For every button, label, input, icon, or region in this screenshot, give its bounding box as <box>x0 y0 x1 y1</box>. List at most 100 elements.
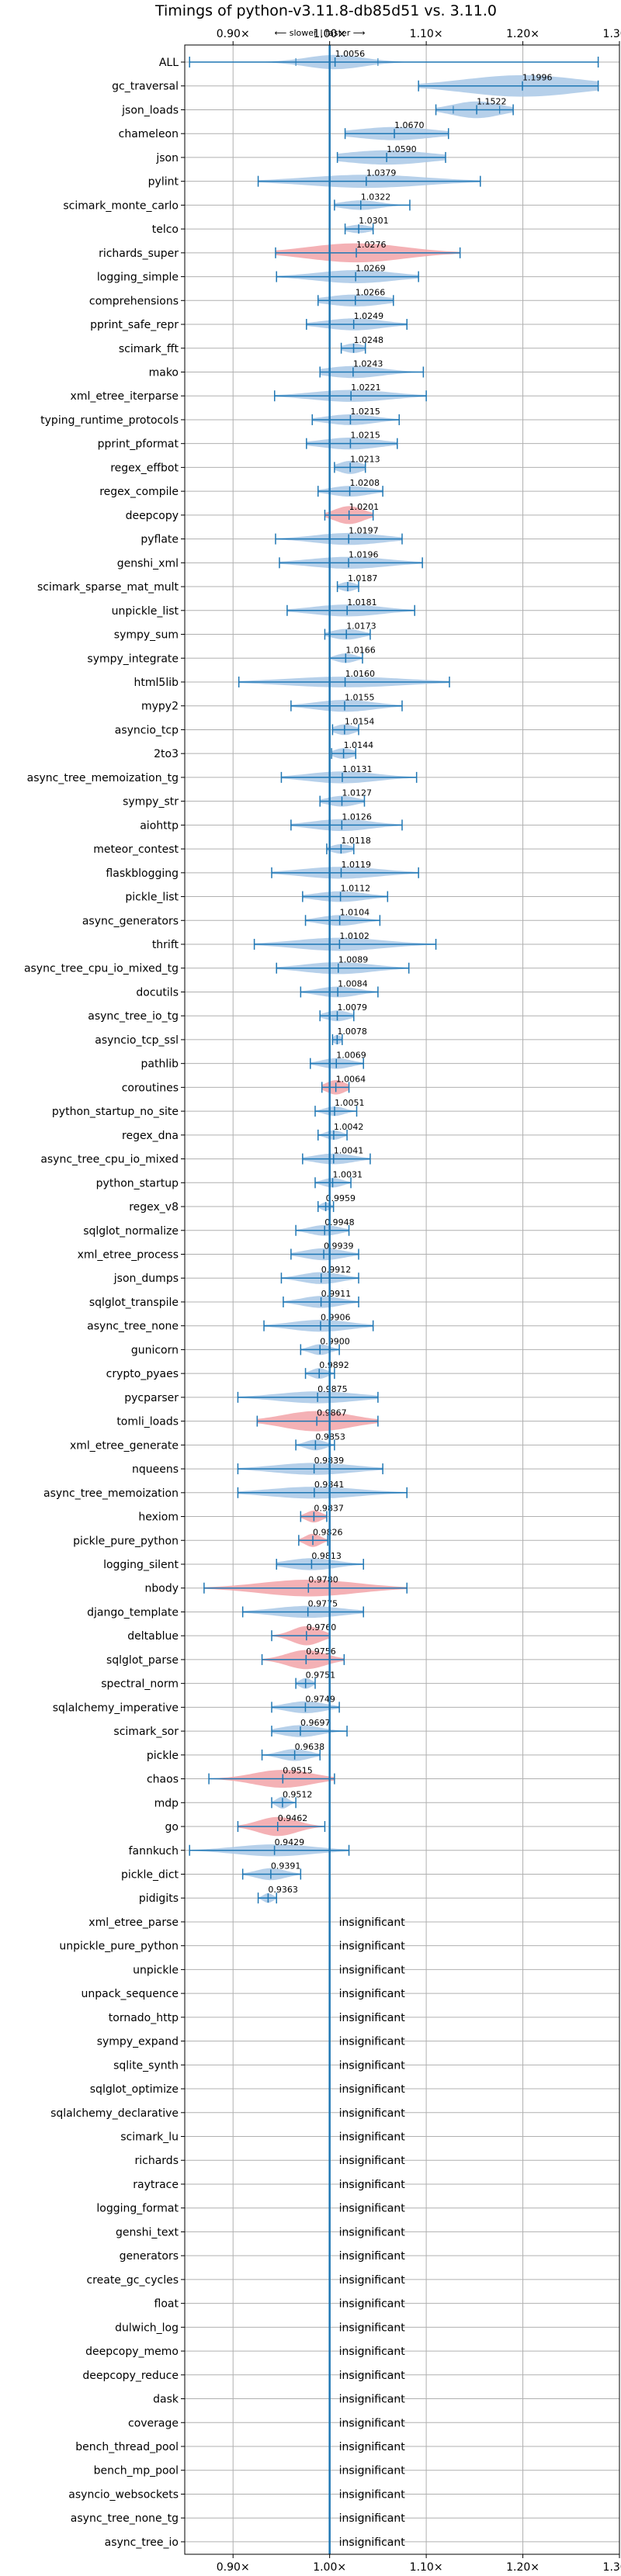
value-label: 1.0160 <box>345 669 376 679</box>
benchmark-label: unpickle_pure_python <box>59 1941 179 1953</box>
benchmark-label: tomli_loads <box>116 1416 179 1428</box>
insignificant-label: insignificant <box>339 2107 406 2120</box>
benchmark-label: nqueens <box>132 1463 179 1476</box>
benchmark-label: async_tree_memoization <box>43 1487 179 1500</box>
benchmark-label: pycparser <box>124 1392 179 1404</box>
benchmark-label: chaos <box>147 1774 179 1786</box>
value-label: 1.0181 <box>347 597 377 608</box>
benchmark-label: pyflate <box>141 534 179 546</box>
insignificant-label: insignificant <box>339 1964 406 1976</box>
benchmark-label: pprint_pformat <box>98 438 179 451</box>
bottom-tick-label: 1.00× <box>313 2561 346 2574</box>
benchmark-label: sympy_str <box>123 796 179 808</box>
value-label: 1.0104 <box>340 907 370 917</box>
benchmark-label: generators <box>120 2250 179 2263</box>
benchmark-label: fannkuch <box>129 1845 179 1858</box>
value-label: 0.9875 <box>317 1384 348 1394</box>
value-label: 1.0031 <box>333 1169 363 1179</box>
value-label: 1.0127 <box>342 788 372 798</box>
value-label: 0.9462 <box>278 1813 308 1823</box>
benchmark-label: 2to3 <box>154 748 179 760</box>
value-label: 1.0144 <box>344 740 374 750</box>
benchmark-label: comprehensions <box>89 295 179 307</box>
benchmark-label: logging_format <box>96 2203 179 2215</box>
insignificant-label: insignificant <box>339 2250 406 2263</box>
benchmark-label: bench_mp_pool <box>94 2465 179 2477</box>
value-label: 1.0248 <box>354 335 384 345</box>
value-label: 1.0266 <box>356 287 386 297</box>
benchmark-label: docutils <box>136 986 179 999</box>
benchmark-label: scimark_sor <box>113 1726 179 1738</box>
bottom-tick-label: 1.10× <box>410 2561 443 2574</box>
insignificant-label: insignificant <box>339 2298 406 2311</box>
insignificant-label: insignificant <box>339 2417 406 2429</box>
value-label: 1.0064 <box>336 1074 366 1084</box>
benchmark-label: deepcopy_reduce <box>82 2370 179 2382</box>
benchmark-label: pickle <box>147 1750 179 1762</box>
value-label: 1.0187 <box>348 573 378 583</box>
benchmark-label: json <box>155 152 179 164</box>
value-label: 1.0196 <box>349 549 379 559</box>
benchmark-label: xml_etree_parse <box>88 1916 179 1929</box>
insignificant-label: insignificant <box>339 2203 406 2215</box>
benchmark-label: xml_etree_iterparse <box>71 390 179 403</box>
value-label: 0.9760 <box>307 1622 337 1633</box>
benchmark-label: mypy2 <box>141 701 179 713</box>
value-label: 0.9900 <box>320 1336 350 1346</box>
benchmark-label: typing_runtime_protocols <box>40 414 179 427</box>
value-label: 1.0276 <box>356 240 387 250</box>
value-label: 1.0079 <box>337 1002 367 1013</box>
insignificant-label: insignificant <box>339 2131 406 2144</box>
value-label: 1.0084 <box>338 978 368 989</box>
benchmark-label: spectral_norm <box>101 1678 179 1691</box>
value-label: 1.0670 <box>394 120 425 130</box>
value-label: 1.0154 <box>345 716 375 726</box>
benchmark-label: aiohttp <box>140 819 179 832</box>
value-label: 1.0201 <box>349 502 380 512</box>
value-label: 1.0155 <box>345 693 375 703</box>
value-label: 0.9749 <box>305 1694 335 1704</box>
benchmark-label: hexiom <box>138 1511 179 1524</box>
bottom-tick-label: 1.30× <box>603 2561 621 2574</box>
benchmark-label: async_tree_cpu_io_mixed <box>40 1154 179 1166</box>
value-label: 1.0213 <box>350 454 380 464</box>
benchmark-label: genshi_text <box>116 2226 179 2238</box>
benchmark-label: mdp <box>154 1797 179 1809</box>
benchmark-label: crypto_pyaes <box>106 1368 179 1380</box>
top-tick-label: 1.00× <box>313 28 346 40</box>
benchmark-label: logging_silent <box>103 1559 179 1571</box>
benchmark-label: regex_compile <box>99 486 179 498</box>
insignificant-label: insignificant <box>339 2036 406 2048</box>
bottom-tick-label: 0.90× <box>217 2561 250 2574</box>
benchmark-label: async_tree_cpu_io_mixed_tg <box>24 963 179 975</box>
benchmark-label: pickle_list <box>125 892 179 904</box>
insignificant-label: insignificant <box>339 1941 406 1953</box>
benchmark-label: sqlglot_optimize <box>90 2083 179 2096</box>
benchmark-label: deepcopy <box>126 510 179 522</box>
benchmark-label: async_tree_io_tg <box>88 1010 179 1023</box>
value-label: 0.9775 <box>308 1598 338 1608</box>
benchmark-label: scimark_sparse_mat_mult <box>37 581 179 594</box>
benchmark-label: richards <box>135 2155 179 2167</box>
value-label: 0.9751 <box>306 1671 336 1681</box>
benchmark-label: async_generators <box>82 915 179 927</box>
benchmark-label: nbody <box>145 1583 179 1595</box>
value-label: 1.0126 <box>342 812 372 822</box>
value-label: 1.0051 <box>335 1098 365 1108</box>
plot-frame <box>184 44 620 2555</box>
benchmark-label: pprint_safe_repr <box>90 319 179 331</box>
benchmark-label: pathlib <box>141 1058 179 1071</box>
benchmark-label: regex_dna <box>122 1130 179 1142</box>
benchmark-label: raytrace <box>133 2179 179 2191</box>
benchmark-label: xml_etree_generate <box>70 1439 179 1452</box>
benchmark-label: sqlglot_normalize <box>83 1225 179 1238</box>
value-label: 1.0301 <box>359 216 389 226</box>
benchmark-label: async_tree_memoization_tg <box>27 772 179 784</box>
value-label: 1.0118 <box>341 836 371 846</box>
benchmark-label: xml_etree_process <box>78 1249 179 1262</box>
benchmark-label: regex_v8 <box>129 1201 179 1214</box>
value-label: 0.9515 <box>283 1766 313 1776</box>
value-label: 0.9638 <box>295 1742 325 1752</box>
value-label: 0.9906 <box>321 1313 351 1323</box>
